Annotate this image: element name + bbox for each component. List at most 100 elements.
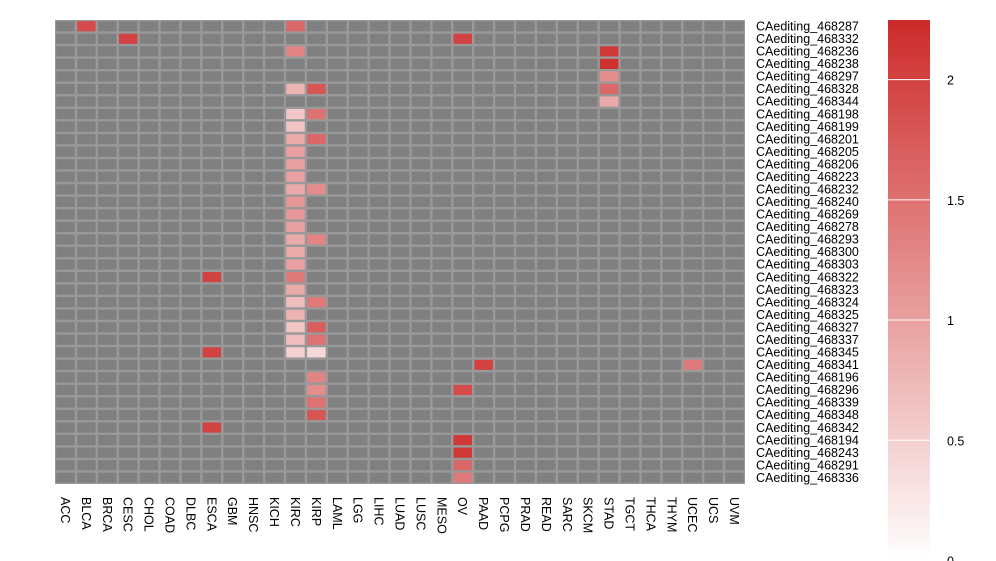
heatmap-cell-filled <box>286 234 305 245</box>
heatmap-cell <box>286 447 305 458</box>
heatmap-cell <box>390 121 410 132</box>
heatmap-cell <box>620 246 640 258</box>
heatmap-cell <box>683 259 702 270</box>
heatmap-cell <box>662 171 682 182</box>
heatmap-cell <box>98 397 117 408</box>
heatmap-cell <box>599 309 619 320</box>
heatmap-cell <box>202 409 222 421</box>
heatmap-cell <box>537 108 556 120</box>
heatmap-cell <box>181 121 201 132</box>
heatmap-cell <box>432 422 452 433</box>
heatmap-cell <box>537 83 556 95</box>
heatmap-cell-filled <box>307 384 326 396</box>
row-label: CAediting_468345 <box>756 346 859 360</box>
heatmap-cell <box>704 297 723 308</box>
heatmap-cell <box>453 46 472 57</box>
heatmap-cell <box>474 71 493 82</box>
heatmap-cell <box>495 121 514 132</box>
heatmap-cell <box>620 184 640 195</box>
heatmap-cell <box>516 284 535 295</box>
heatmap-cell <box>98 435 117 446</box>
heatmap-cell <box>474 372 493 383</box>
heatmap-cell <box>558 134 577 145</box>
heatmap-cell <box>98 334 117 345</box>
heatmap-cell <box>265 146 284 157</box>
heatmap-cell <box>181 447 201 458</box>
heatmap-cell <box>474 159 493 170</box>
heatmap-cell <box>599 359 619 370</box>
heatmap-cell <box>223 46 242 57</box>
heatmap-cell <box>307 259 326 270</box>
row-label: CAediting_468332 <box>756 32 859 46</box>
heatmap-cell <box>495 259 514 270</box>
heatmap-cell <box>328 121 347 132</box>
heatmap-cell <box>704 209 723 220</box>
heatmap-cell <box>620 272 640 283</box>
heatmap-cell <box>599 347 619 358</box>
row-label: CAediting_468278 <box>756 220 859 234</box>
heatmap-cell <box>202 146 222 157</box>
heatmap-cell <box>683 159 702 170</box>
heatmap-cell <box>662 234 682 245</box>
heatmap-cell <box>118 372 138 383</box>
row-labels: CAediting_468287CAediting_468332CAeditin… <box>756 19 859 484</box>
heatmap-cell <box>558 309 577 320</box>
heatmap-cell <box>725 460 744 471</box>
heatmap-cell <box>683 108 702 120</box>
heatmap-cell <box>369 146 389 157</box>
heatmap-cell <box>558 83 577 95</box>
heatmap-cell <box>558 409 577 421</box>
heatmap-cell <box>432 272 452 283</box>
heatmap-cell <box>118 58 138 69</box>
heatmap-cell <box>223 259 242 270</box>
heatmap-cell <box>77 460 96 471</box>
heatmap-cell <box>537 309 556 320</box>
heatmap-cell <box>139 435 159 446</box>
heatmap-cell <box>223 171 242 182</box>
heatmap-cell <box>390 108 410 120</box>
column-label: DLBC <box>183 497 197 530</box>
row-label: CAediting_468327 <box>756 320 859 334</box>
heatmap-cell <box>390 347 410 358</box>
heatmap-cell <box>160 322 180 333</box>
heatmap-cell <box>662 460 682 471</box>
heatmap-cell <box>578 134 598 145</box>
heatmap-cell <box>286 33 305 44</box>
heatmap-cell <box>223 221 242 232</box>
heatmap-cell <box>202 58 222 69</box>
heatmap-cell <box>390 21 410 32</box>
heatmap-cell <box>683 209 702 220</box>
heatmap-cell <box>160 71 180 82</box>
heatmap-cell <box>411 108 431 120</box>
heatmap-cell <box>118 108 138 120</box>
heatmap-cell <box>202 246 222 258</box>
heatmap-cell <box>620 159 640 170</box>
heatmap-cell <box>369 96 389 107</box>
heatmap-cell <box>181 96 201 107</box>
heatmap-cell <box>202 121 222 132</box>
heatmap-cell <box>244 334 263 345</box>
heatmap-cell <box>432 83 452 95</box>
heatmap-cell <box>620 221 640 232</box>
heatmap-cell <box>683 33 702 44</box>
row-label: CAediting_468303 <box>756 258 859 272</box>
heatmap-cell <box>244 422 263 433</box>
heatmap-cell <box>77 221 96 232</box>
heatmap-cell-filled <box>77 21 96 32</box>
heatmap-cell <box>139 322 159 333</box>
heatmap-cell <box>139 83 159 95</box>
heatmap-cell <box>369 71 389 82</box>
heatmap-cell <box>620 146 640 157</box>
heatmap-cell <box>495 322 514 333</box>
heatmap-cell <box>56 447 75 458</box>
heatmap-cell <box>411 284 431 295</box>
heatmap-cell <box>307 33 326 44</box>
heatmap-cell <box>516 347 535 358</box>
heatmap-cell <box>662 71 682 82</box>
heatmap-cell <box>328 297 347 308</box>
legend-color-bar <box>888 20 930 561</box>
heatmap-cell <box>453 108 472 120</box>
heatmap-cell <box>432 347 452 358</box>
heatmap-cell <box>683 46 702 57</box>
heatmap-cell <box>662 284 682 295</box>
